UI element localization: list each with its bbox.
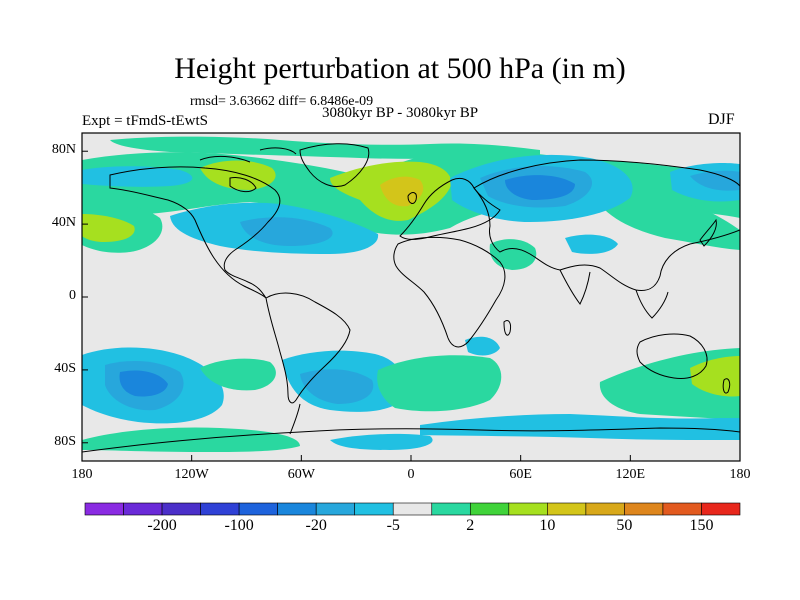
- lon-tick-label: 0: [407, 467, 415, 482]
- coast-australia: [636, 333, 708, 379]
- contour-green-south-pacific: [200, 358, 276, 391]
- colorbar-swatch-10: [469, 502, 510, 516]
- colorbar-swatch-6: [315, 502, 356, 516]
- contour-green-south-indian: [377, 355, 502, 412]
- lon-tick-label: 60W: [287, 467, 315, 482]
- contour-green-middle-east: [489, 239, 537, 270]
- colorbar-swatch-9: [431, 502, 471, 516]
- coast-south-america: [265, 292, 351, 404]
- colorbar-swatch-5: [277, 502, 317, 516]
- colorbar-swatch-4: [238, 502, 278, 516]
- colorbar-swatch-8: [392, 502, 433, 516]
- colorbar-swatch-15: [662, 502, 702, 516]
- coast-africa: [393, 236, 506, 348]
- colorbar-label: 50: [616, 517, 633, 534]
- colorbar-swatch-12: [547, 502, 587, 516]
- contour-lime-australia: [690, 356, 740, 397]
- lat-tick-label: 0: [69, 288, 76, 303]
- coastlines: [82, 143, 740, 453]
- coast-uk: [407, 192, 417, 204]
- contour-lime-america: [200, 160, 276, 190]
- contour-blue-east-asia-2: [690, 170, 740, 191]
- colorbar-swatch-0: [84, 502, 124, 516]
- contour-bluedeep-south-pacific: [119, 370, 168, 397]
- lat-tick-label: 80S: [54, 433, 76, 449]
- coast-se-asia: [635, 289, 669, 319]
- lon-tick-label: 180: [71, 467, 93, 482]
- colorbar-swatch-7: [354, 502, 394, 516]
- period-label: 3080kyr BP - 3080kyr BP: [322, 105, 479, 121]
- lon-tick-label: 180: [729, 467, 751, 482]
- lat-tick-label: 40S: [54, 360, 76, 376]
- stats-label: rmsd= 3.63662 diff= 6.8486e-09: [190, 94, 374, 109]
- colorbar-swatch-3: [200, 502, 240, 516]
- colorbar-label: 2: [466, 517, 475, 534]
- coast-japan: [699, 218, 717, 247]
- coast-hudson-bay: [229, 177, 257, 193]
- contour-green-arctic: [110, 136, 540, 160]
- experiment-label: Expt = tFmdS-tEwtS: [82, 113, 208, 129]
- colorbar-swatch-13: [585, 502, 625, 516]
- coast-antarctica: [82, 427, 740, 453]
- coast-new-zealand: [722, 378, 731, 394]
- contour-blue-south-ring-east: [420, 414, 740, 440]
- lon-tick-label: 120E: [615, 467, 646, 482]
- contour-green-east-asia: [600, 200, 740, 250]
- contour-lime-pacific-west: [82, 214, 135, 242]
- lon-tick-label: 60E: [509, 467, 532, 482]
- colorbar-label: 150: [689, 517, 714, 534]
- coast-greenland: [299, 143, 370, 187]
- chart-title: Height perturbation at 500 hPa (in m): [174, 52, 626, 85]
- lon-tick-marks: [81, 455, 741, 461]
- colorbar-swatch-1: [123, 502, 163, 516]
- colorbar-label: -100: [224, 517, 254, 534]
- contour-bluedeep-eurasia: [505, 175, 575, 200]
- contour-bluemid-north-america: [240, 217, 333, 246]
- colorbar-swatch-16: [701, 502, 741, 516]
- contour-blue-antarctic-east: [330, 433, 433, 450]
- coast-arctic-islands: [199, 147, 297, 163]
- colorbar-label: 10: [539, 517, 556, 534]
- contour-yellow-atlantic: [380, 176, 424, 207]
- colorbar-label: -5: [386, 517, 400, 534]
- coast-india: [559, 269, 591, 305]
- lat-tick-label: 40N: [51, 215, 76, 231]
- contour-bluemid-south-atlantic: [300, 369, 374, 404]
- coast-antarctic-peninsula: [289, 403, 301, 435]
- colorbar-swatch-2: [161, 502, 201, 516]
- colorbar-swatch-11: [508, 502, 548, 516]
- colorbar-swatch-14: [624, 502, 664, 516]
- coast-asia: [473, 159, 740, 291]
- coast-north-america: [109, 166, 281, 299]
- lat-tick-label: 80N: [51, 142, 76, 158]
- contour-field: [82, 133, 740, 461]
- colorbar: [84, 502, 741, 516]
- contour-blue-arabia: [565, 234, 618, 254]
- lat-tick-marks: [82, 150, 88, 444]
- lon-tick-label: 120W: [174, 467, 209, 482]
- season-label: DJF: [708, 111, 735, 128]
- contour-blue-africa-south: [465, 336, 500, 356]
- colorbar-label: -200: [147, 517, 177, 534]
- colorbar-label: -20: [305, 517, 327, 534]
- coast-madagascar: [503, 319, 511, 336]
